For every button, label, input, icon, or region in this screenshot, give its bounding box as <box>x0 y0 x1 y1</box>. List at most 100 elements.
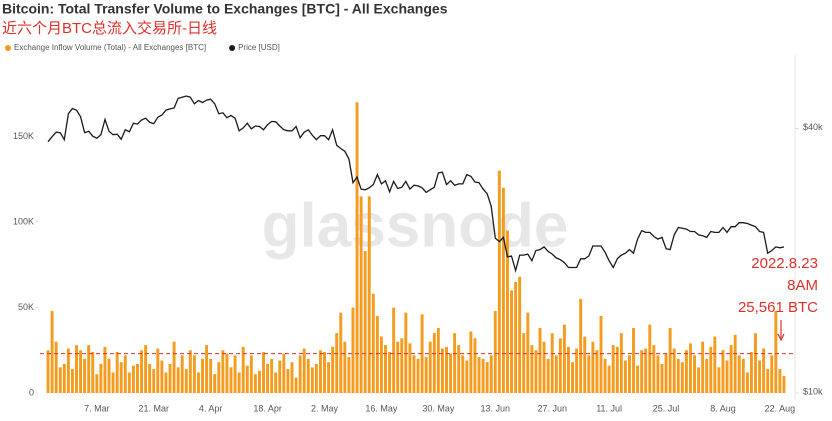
bar <box>233 355 237 393</box>
bar <box>241 346 245 393</box>
bar <box>729 345 733 393</box>
x-tick-label: 25. Jul <box>653 403 680 413</box>
bar <box>664 353 668 393</box>
bar <box>176 367 180 393</box>
bar <box>375 316 379 393</box>
bar <box>660 363 664 393</box>
bar <box>762 348 766 393</box>
bar <box>294 377 298 393</box>
bar <box>127 372 131 393</box>
bar <box>611 345 615 393</box>
y-tick-label: 50K <box>18 302 34 312</box>
bar <box>103 346 107 393</box>
bar <box>408 343 412 393</box>
bar <box>745 372 749 393</box>
bar <box>343 341 347 393</box>
bar <box>237 372 241 393</box>
bar <box>91 351 95 393</box>
bar <box>440 348 444 393</box>
bar <box>542 341 546 393</box>
bar <box>420 314 424 393</box>
bar <box>197 372 200 393</box>
annotation: 8AM <box>787 277 818 294</box>
bar <box>754 333 757 393</box>
bar <box>693 355 696 393</box>
watermark: glassnode <box>262 191 569 260</box>
bar <box>282 353 286 393</box>
bar <box>640 350 644 393</box>
bar <box>416 358 420 393</box>
bar <box>302 348 306 393</box>
bar <box>672 348 676 393</box>
bar <box>257 370 261 393</box>
bar <box>477 357 481 393</box>
bar <box>713 336 717 393</box>
bar <box>123 355 127 393</box>
bar <box>188 350 192 393</box>
bar <box>213 374 217 393</box>
bar <box>335 333 339 393</box>
bar <box>583 336 587 393</box>
bar <box>676 358 680 393</box>
bar <box>201 358 205 393</box>
y-tick-label: 100K <box>13 216 34 226</box>
legend-marker <box>5 45 11 51</box>
bar <box>623 360 627 393</box>
arrow-head <box>777 333 785 342</box>
bar <box>359 196 363 393</box>
bar <box>599 316 603 393</box>
bar <box>180 355 184 393</box>
bar <box>595 350 599 393</box>
bar <box>205 345 209 393</box>
bar <box>79 350 83 393</box>
bar <box>66 348 70 393</box>
bar <box>432 333 436 393</box>
x-tick-label: 11. Jul <box>596 403 622 413</box>
bar <box>156 348 160 393</box>
bar <box>457 345 461 393</box>
bar <box>758 360 762 393</box>
bar <box>229 367 233 393</box>
bar <box>546 358 550 393</box>
bar <box>262 351 265 393</box>
bar <box>148 363 152 393</box>
x-tick-label: 27. Jun <box>537 403 567 413</box>
chart-subtitle: 近六个月BTC总流入交易所-日线 <box>2 19 217 37</box>
bar <box>469 331 473 393</box>
bar <box>46 350 50 393</box>
bar <box>522 333 526 393</box>
bar <box>485 362 489 393</box>
bar <box>701 341 705 393</box>
bar <box>245 365 249 393</box>
x-tick-label: 30. May <box>422 403 455 413</box>
bar <box>310 367 314 393</box>
bar <box>363 251 367 393</box>
price-line <box>47 95 785 273</box>
bar <box>656 355 660 393</box>
bar <box>579 298 583 393</box>
bar <box>384 345 387 393</box>
bar <box>530 345 534 393</box>
bar <box>99 363 103 393</box>
bar <box>680 362 684 393</box>
bar <box>436 328 440 393</box>
bar <box>737 355 741 393</box>
bar <box>404 312 408 393</box>
bar <box>83 358 87 393</box>
bar <box>298 355 302 393</box>
bar <box>70 369 74 393</box>
bar <box>603 358 607 393</box>
bar <box>648 324 652 393</box>
bar <box>270 358 274 393</box>
bar <box>506 230 509 393</box>
bar <box>607 365 611 393</box>
bar <box>741 358 745 393</box>
bar <box>339 312 343 393</box>
bar <box>306 358 310 393</box>
bar <box>705 358 709 393</box>
bar <box>534 350 538 393</box>
bar <box>697 367 701 393</box>
bar <box>510 290 514 393</box>
x-tick-label: 8. Aug <box>710 403 736 413</box>
bar <box>331 346 335 393</box>
